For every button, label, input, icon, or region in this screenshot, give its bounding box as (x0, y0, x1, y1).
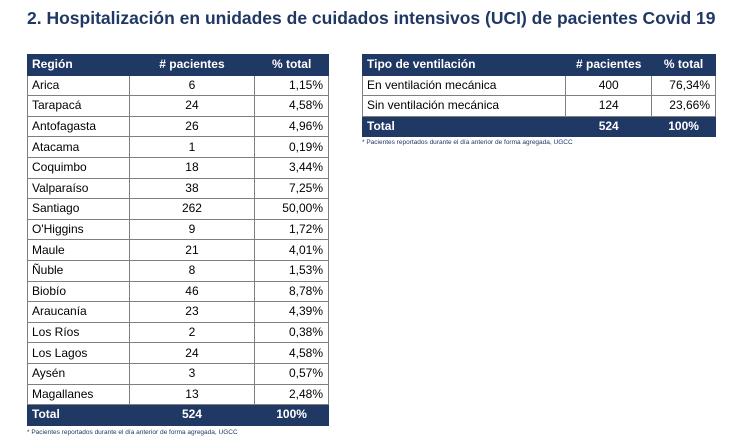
cell-patients: 26 (128, 115, 256, 138)
cell-percent: 1,15% (254, 74, 329, 97)
table-row: Coquimbo 18 3,44% (27, 156, 329, 179)
cell-percent: 4,96% (254, 115, 329, 138)
cell-patients: 23 (128, 301, 256, 323)
cell-label: Tarapacá (27, 95, 130, 117)
cell-label: Coquimbo (27, 156, 130, 179)
column-header-ventilation-type: Tipo de ventilación (361, 54, 567, 76)
cell-percent: 0,38% (254, 321, 329, 344)
cell-patients: 21 (128, 239, 256, 261)
footnote: * Pacientes reportados durante el día an… (27, 429, 238, 436)
cell-patients: 524 (128, 404, 256, 426)
region-table: Región # pacientes % total Arica 6 1,15% Ta… (27, 54, 329, 426)
cell-percent: 7,25% (254, 177, 329, 200)
cell-percent: 50,00% (254, 198, 329, 220)
cell-label: Valparaíso (27, 177, 130, 200)
cell-label: O'Higgins (27, 218, 130, 241)
total-row: Total 524 100% (27, 404, 329, 426)
table-row: Tarapacá 24 4,58% (27, 95, 329, 117)
cell-label: Arica (27, 74, 130, 97)
cell-percent: 23,66% (651, 95, 716, 117)
cell-patients: 524 (565, 115, 653, 138)
cell-label: Araucanía (27, 301, 130, 323)
cell-percent: 3,44% (254, 156, 329, 179)
cell-patients: 9 (128, 218, 256, 241)
table-row: Sin ventilación mecánica 124 23,66% (361, 95, 716, 117)
column-header-percent: % total (651, 54, 716, 76)
cell-label: Ñuble (27, 259, 130, 282)
table-header-row: Región # pacientes % total (27, 54, 329, 76)
cell-patients: 262 (128, 198, 256, 220)
cell-patients: 2 (128, 321, 256, 344)
table-row: O'Higgins 9 1,72% (27, 218, 329, 241)
cell-percent: 8,78% (254, 280, 329, 303)
cell-percent: 76,34% (651, 74, 716, 97)
cell-label: Sin ventilación mecánica (361, 95, 567, 117)
page-title: 2. Hospitalización en unidades de cuidad… (27, 8, 716, 28)
cell-percent: 100% (651, 115, 716, 138)
column-header-patients: # pacientes (128, 54, 256, 76)
table-header-row: Tipo de ventilación # pacientes % total (361, 54, 716, 76)
cell-percent: 4,58% (254, 342, 329, 364)
table-row: Aysén 3 0,57% (27, 362, 329, 385)
table-row: Arica 6 1,15% (27, 74, 329, 97)
cell-label: Santiago (27, 198, 130, 220)
cell-label: Los Lagos (27, 342, 130, 364)
table-row: Los Lagos 24 4,58% (27, 342, 329, 364)
column-header-patients: # pacientes (565, 54, 653, 76)
table-row: Santiago 262 50,00% (27, 198, 329, 220)
cell-patients: 38 (128, 177, 256, 200)
total-label: Total (361, 115, 567, 138)
cell-patients: 1 (128, 136, 256, 158)
table-row: Valparaíso 38 7,25% (27, 177, 329, 200)
cell-label: Los Ríos (27, 321, 130, 344)
cell-patients: 46 (128, 280, 256, 303)
cell-patients: 13 (128, 383, 256, 406)
cell-percent: 0,57% (254, 362, 329, 385)
table-row: Antofagasta 26 4,96% (27, 115, 329, 138)
column-header-region: Región (27, 54, 130, 76)
cell-patients: 18 (128, 156, 256, 179)
table-row: En ventilación mecánica 400 76,34% (361, 74, 716, 97)
total-label: Total (27, 404, 130, 426)
cell-percent: 4,39% (254, 301, 329, 323)
cell-patients: 24 (128, 342, 256, 364)
cell-percent: 0,19% (254, 136, 329, 158)
cell-patients: 3 (128, 362, 256, 385)
table-row: Atacama 1 0,19% (27, 136, 329, 158)
cell-percent: 1,72% (254, 218, 329, 241)
cell-patients: 8 (128, 259, 256, 282)
cell-percent: 100% (254, 404, 329, 426)
table-row: Araucanía 23 4,39% (27, 301, 329, 323)
cell-label: Atacama (27, 136, 130, 158)
cell-percent: 2,48% (254, 383, 329, 406)
cell-patients: 6 (128, 74, 256, 97)
cell-label: Biobío (27, 280, 130, 303)
cell-label: Magallanes (27, 383, 130, 406)
footnote: * Pacientes reportados durante el día an… (362, 139, 573, 146)
table-row: Los Ríos 2 0,38% (27, 321, 329, 344)
cell-patients: 400 (565, 74, 653, 97)
ventilation-table: Tipo de ventilación # pacientes % total … (361, 54, 716, 138)
cell-label: Aysén (27, 362, 130, 385)
table-row: Biobío 46 8,78% (27, 280, 329, 303)
cell-label: Antofagasta (27, 115, 130, 138)
cell-patients: 124 (565, 95, 653, 117)
column-header-percent: % total (254, 54, 329, 76)
cell-label: En ventilación mecánica (361, 74, 567, 97)
cell-patients: 24 (128, 95, 256, 117)
cell-percent: 4,58% (254, 95, 329, 117)
cell-percent: 1,53% (254, 259, 329, 282)
total-row: Total 524 100% (361, 115, 716, 138)
cell-percent: 4,01% (254, 239, 329, 261)
table-row: Ñuble 8 1,53% (27, 259, 329, 282)
table-row: Maule 21 4,01% (27, 239, 329, 261)
table-row: Magallanes 13 2,48% (27, 383, 329, 406)
cell-label: Maule (27, 239, 130, 261)
